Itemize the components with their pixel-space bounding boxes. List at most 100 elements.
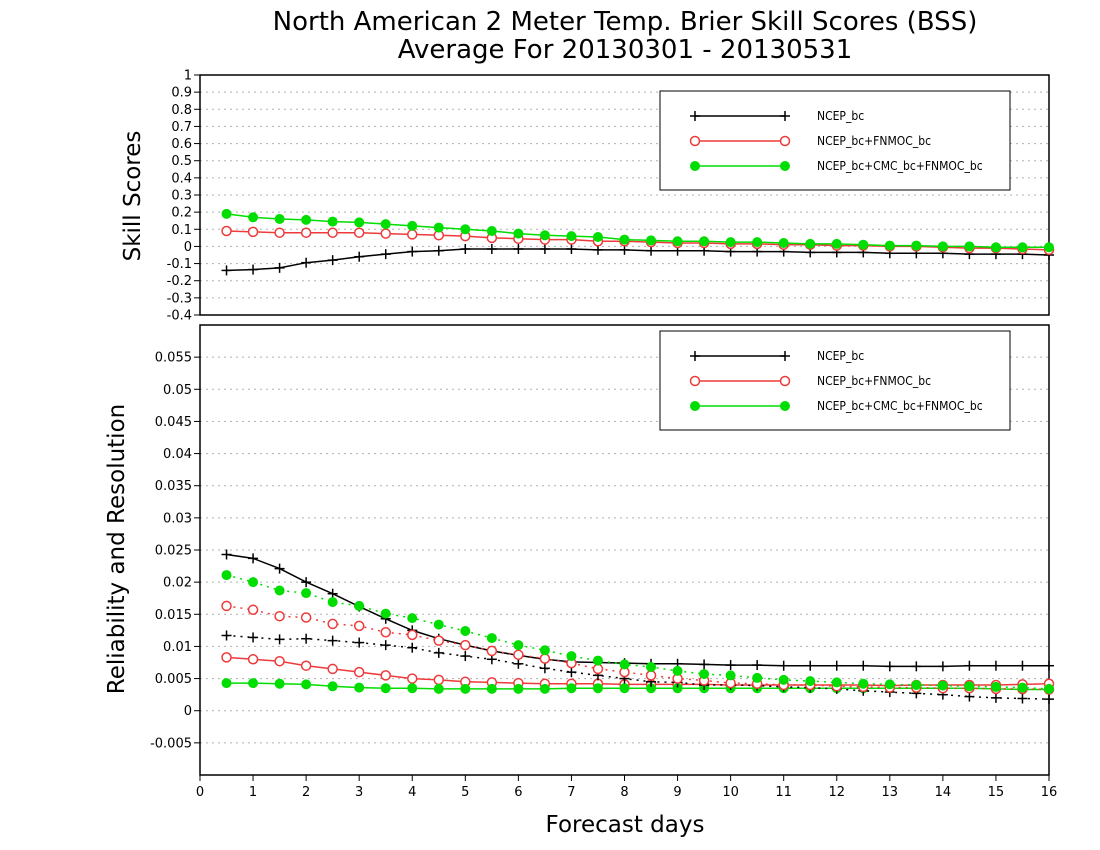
point-ncep-bc-cmc-bc-fnmoc-bc-reliability xyxy=(513,683,524,694)
point-ncep-bc-resolution xyxy=(990,692,1001,703)
point-ncep-bc-reliability xyxy=(1017,660,1028,671)
point-ncep-bc-reliability xyxy=(911,661,922,672)
point-ncep-bc-cmc-bc-fnmoc-bc-resolution xyxy=(566,651,577,662)
y-tick-label: 0.01 xyxy=(163,640,192,655)
point-ncep-bc-reliability xyxy=(778,660,789,671)
point-ncep-bc-fnmoc-bc-reliability xyxy=(353,666,365,678)
point-ncep-bc-fnmoc-bc-resolution xyxy=(380,627,391,638)
point-ncep-bc-cmc-bc-fnmoc-bc-reliability xyxy=(380,683,391,694)
point-ncep-bc-resolution xyxy=(248,632,259,643)
point-ncep-bc-cmc-bc-fnmoc-bc-resolution xyxy=(964,681,975,692)
y-tick-label: 0.7 xyxy=(171,120,192,135)
point-ncep-bc-cmc-bc-fnmoc-bc xyxy=(380,219,391,230)
point-ncep-bc-cmc-bc-fnmoc-bc xyxy=(354,217,365,228)
point-ncep-bc xyxy=(274,262,285,273)
x-tick-label: 14 xyxy=(935,785,952,800)
point-ncep-bc-cmc-bc-fnmoc-bc-reliability xyxy=(274,678,285,689)
point-ncep-bc-fnmoc-bc-resolution xyxy=(645,670,657,681)
point-ncep-bc-resolution xyxy=(1017,693,1028,704)
y-tick-label: 0.015 xyxy=(155,608,192,623)
y-tick-label: 1 xyxy=(184,69,192,84)
point-ncep-bc-fnmoc-bc xyxy=(407,229,418,240)
legend-label-ncep-bc-cmc-bc-fnmoc-bc: NCEP_bc+CMC_bc+FNMOC_bc xyxy=(817,159,983,173)
point-ncep-bc-cmc-bc-fnmoc-bc-resolution xyxy=(937,680,948,691)
y-tick-label: 0.4 xyxy=(171,171,192,186)
point-ncep-bc-cmc-bc-fnmoc-bc-resolution xyxy=(831,677,842,688)
point-ncep-bc-cmc-bc-fnmoc-bc xyxy=(1017,242,1028,253)
point-ncep-bc-cmc-bc-fnmoc-bc xyxy=(858,239,869,250)
point-ncep-bc-cmc-bc-fnmoc-bc-resolution xyxy=(699,669,710,680)
point-ncep-bc-resolution xyxy=(539,663,550,674)
legend-label-ncep-bc-fnmoc-bc: NCEP_bc+FNMOC_bc xyxy=(817,374,931,388)
point-ncep-bc-fnmoc-bc xyxy=(327,227,338,238)
point-ncep-bc-cmc-bc-fnmoc-bc-resolution xyxy=(592,655,603,666)
point-ncep-bc-cmc-bc-fnmoc-bc xyxy=(486,226,497,236)
point-ncep-bc-reliability xyxy=(752,660,763,671)
point-ncep-bc-cmc-bc-fnmoc-bc xyxy=(911,240,922,251)
point-ncep-bc xyxy=(327,255,338,266)
top-y-axis-label: Skill Scores xyxy=(120,131,146,262)
point-ncep-bc-fnmoc-bc-resolution xyxy=(221,600,232,612)
point-ncep-bc-reliability xyxy=(248,553,259,564)
point-ncep-bc-cmc-bc-fnmoc-bc-resolution xyxy=(301,588,312,599)
point-ncep-bc-cmc-bc-fnmoc-bc-reliability xyxy=(407,683,418,694)
point-ncep-bc-fnmoc-bc xyxy=(247,226,259,238)
point-ncep-bc-cmc-bc-fnmoc-bc xyxy=(805,238,816,249)
x-tick-label: 7 xyxy=(567,785,575,800)
point-ncep-bc-cmc-bc-fnmoc-bc xyxy=(460,224,471,235)
point-ncep-bc-cmc-bc-fnmoc-bc xyxy=(1044,242,1054,253)
x-tick-label: 3 xyxy=(355,785,363,800)
point-ncep-bc-resolution xyxy=(1044,694,1054,705)
point-ncep-bc-cmc-bc-fnmoc-bc xyxy=(301,214,312,225)
point-ncep-bc-cmc-bc-fnmoc-bc xyxy=(964,241,975,252)
y-tick-label: 0.1 xyxy=(171,223,192,238)
y-tick-label: 0.3 xyxy=(171,189,192,204)
point-ncep-bc-fnmoc-bc-resolution xyxy=(486,645,498,657)
point-ncep-bc-cmc-bc-fnmoc-bc-resolution xyxy=(327,597,338,608)
point-ncep-bc-reliability xyxy=(964,660,975,671)
point-ncep-bc-cmc-bc-fnmoc-bc xyxy=(937,241,948,252)
point-ncep-bc-cmc-bc-fnmoc-bc xyxy=(539,230,550,241)
legend-marker xyxy=(779,135,791,147)
point-ncep-bc-resolution xyxy=(301,633,312,644)
point-ncep-bc-reliability xyxy=(990,660,1001,671)
point-ncep-bc-cmc-bc-fnmoc-bc xyxy=(672,236,683,247)
point-ncep-bc-resolution xyxy=(407,642,418,653)
x-tick-label: 12 xyxy=(828,785,845,800)
point-ncep-bc xyxy=(221,265,232,276)
y-tick-label: 0.5 xyxy=(171,154,192,169)
point-ncep-bc-cmc-bc-fnmoc-bc-reliability xyxy=(566,683,577,694)
x-tick-label: 0 xyxy=(196,785,204,800)
point-ncep-bc-cmc-bc-fnmoc-bc xyxy=(884,240,895,251)
point-ncep-bc-cmc-bc-fnmoc-bc xyxy=(646,235,657,246)
point-ncep-bc-reliability xyxy=(274,563,285,574)
y-tick-label: 0.025 xyxy=(155,544,192,559)
y-tick-label: 0.03 xyxy=(163,511,192,526)
bottom-y-axis-label: Reliability and Resolution xyxy=(104,404,130,694)
legend-label-ncep-bc-cmc-bc-fnmoc-bc: NCEP_bc+CMC_bc+FNMOC_bc xyxy=(817,399,983,413)
y-tick-label: 0.2 xyxy=(171,206,192,221)
point-ncep-bc-fnmoc-bc-resolution xyxy=(247,604,259,616)
point-ncep-bc xyxy=(380,249,391,260)
point-ncep-bc-fnmoc-bc-resolution xyxy=(539,653,551,664)
point-ncep-bc-fnmoc-bc xyxy=(221,225,232,237)
point-ncep-bc-resolution xyxy=(274,634,285,645)
point-ncep-bc-resolution xyxy=(566,667,577,678)
x-tick-label: 4 xyxy=(408,785,416,800)
legend-marker xyxy=(689,135,701,147)
point-ncep-bc-fnmoc-bc-reliability xyxy=(433,674,445,686)
point-ncep-bc xyxy=(407,246,418,257)
point-ncep-bc-fnmoc-bc-reliability xyxy=(300,660,312,671)
point-ncep-bc-cmc-bc-fnmoc-bc-resolution xyxy=(884,679,895,690)
legend: NCEP_bc NCEP_bc+FNMOC_bc NCEP_bc+CMC_bc+FN… xyxy=(659,90,1011,191)
point-ncep-bc-fnmoc-bc-reliability xyxy=(274,655,285,667)
series-line-ncep-bc-fnmoc-bc-resolution xyxy=(226,605,1050,691)
y-tick-label: 0.045 xyxy=(155,415,192,430)
point-ncep-bc xyxy=(486,244,497,254)
chart-title-line2: Average For 20130301 - 20130531 xyxy=(398,35,853,65)
legend-marker xyxy=(780,161,790,171)
x-tick-label: 6 xyxy=(514,785,522,800)
point-ncep-bc-reliability xyxy=(301,577,312,588)
point-ncep-bc-fnmoc-bc-reliability xyxy=(380,670,391,681)
x-tick-label: 9 xyxy=(673,785,681,800)
